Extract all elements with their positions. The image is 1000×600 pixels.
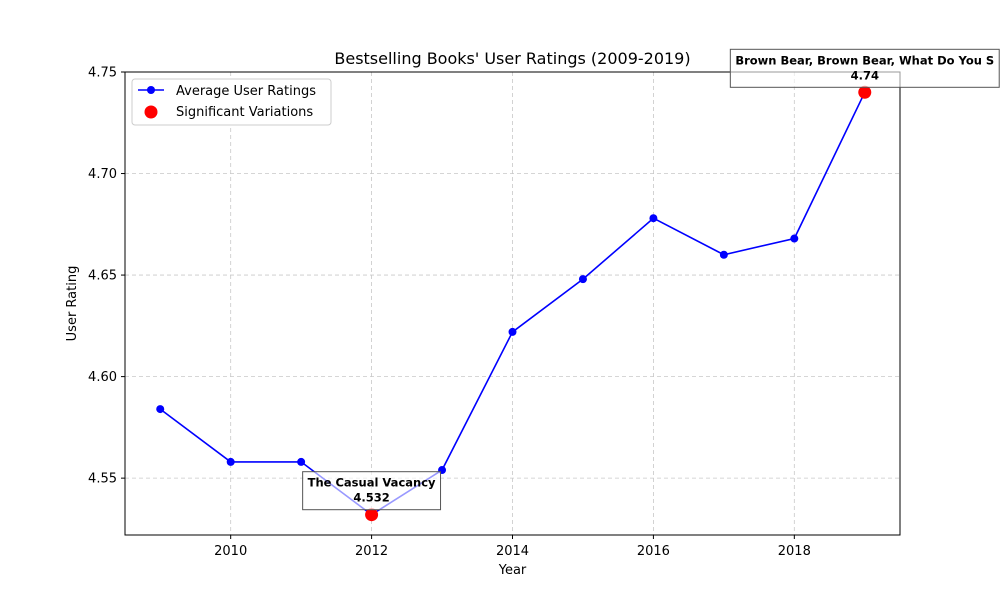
y-tick-label: 4.70 [88,167,117,182]
y-tick-label: 4.65 [88,269,117,284]
x-tick-label: 2016 [637,544,670,559]
average-rating-point [578,275,587,284]
legend-label-significant: Significant Variations [176,105,313,120]
average-rating-point [508,327,517,336]
annotation-box [302,471,442,511]
y-axis-label: User Rating [65,266,80,342]
x-axis-label: Year [498,563,527,578]
x-tick-label: 2018 [778,544,811,559]
average-rating-point [649,214,658,223]
annotation-value: 4.74 [851,68,879,82]
x-tick-label: 2012 [355,544,388,559]
annotation-box [729,48,1000,88]
annotation-label: Brown Bear, Brown Bear, What Do You S [735,53,994,67]
average-rating-point [297,457,306,466]
annotation-label: The Casual Vacancy [308,476,436,490]
y-tick-label: 4.75 [88,66,117,81]
legend-line-dot [147,86,155,94]
average-rating-point [226,457,235,466]
annotation: Brown Bear, Brown Bear, What Do You S4.7… [729,48,1000,88]
axis-ticks: 2010 2012 2014 2016 2018 4.55 4.60 4.65 4.70 4.75 [88,66,811,560]
legend: Average User Ratings Significant Variati… [131,78,332,126]
legend-scatter-dot [144,105,158,119]
significant-variation-point [858,85,872,99]
grid [125,71,900,535]
legend-label-average: Average User Ratings [176,84,316,99]
y-tick-label: 4.55 [88,472,117,487]
significant-variation-point [365,508,379,522]
average-rating-point [790,234,799,243]
series-layer [156,85,872,522]
x-tick-label: 2010 [214,544,247,559]
chart-title: Bestselling Books' User Ratings (2009-20… [334,49,690,68]
y-tick-label: 4.60 [88,370,117,385]
legend-box [131,78,332,126]
x-tick-label: 2014 [496,544,529,559]
annotation-value: 4.532 [353,491,389,505]
average-rating-point [156,405,165,414]
average-rating-point [719,250,728,259]
